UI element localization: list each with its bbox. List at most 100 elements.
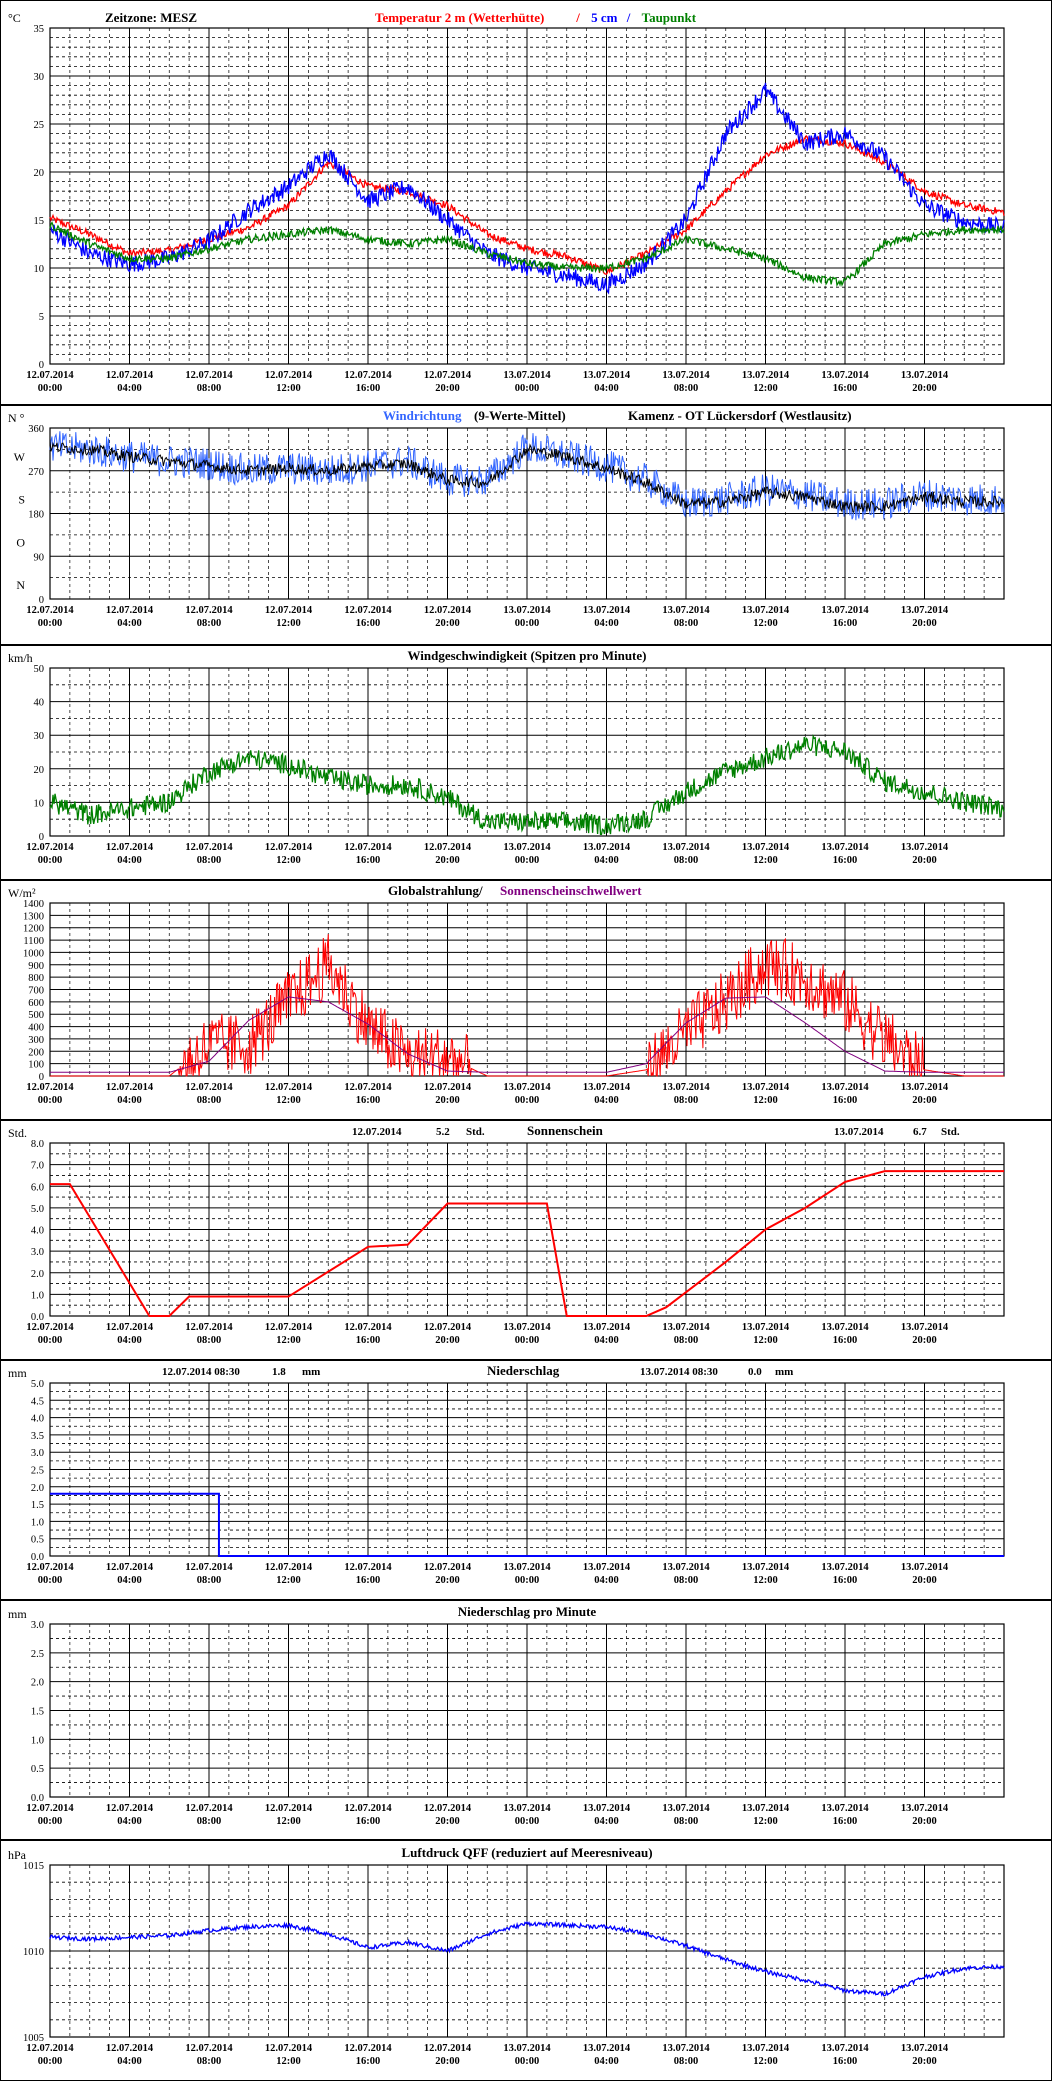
x-tick-date: 13.07.2014 — [583, 1562, 631, 1573]
x-tick-date: 13.07.2014 — [821, 1322, 869, 1333]
y-tick-label: 4.0 — [31, 1226, 44, 1237]
y-unit-label: km/h — [8, 651, 33, 665]
x-tick-time: 20:00 — [912, 618, 937, 629]
x-tick-time: 16:00 — [833, 1095, 858, 1106]
y-tick-label: 100 — [28, 1060, 44, 1071]
legend-entry: 13.07.2014 — [834, 1126, 884, 1138]
panel-precipitation: 0.0 0.5 1.0 1.5 2.0 2.5 3.0 3.5 4.0 4.5 5.0 mm 12.07… — [0, 1359, 1052, 1586]
x-tick-time: 20:00 — [435, 383, 460, 394]
legend-entry: 13.07.2014 08:30 — [640, 1366, 718, 1378]
y-tick-label: 1300 — [23, 911, 44, 922]
x-tick-time: 00:00 — [38, 1816, 63, 1827]
x-tick-date: 13.07.2014 — [742, 1562, 790, 1573]
x-tick-time: 04:00 — [594, 1335, 619, 1346]
y-tick-label: 1015 — [23, 1861, 44, 1872]
y-tick-label: 2.0 — [31, 1269, 44, 1280]
x-tick-date: 13.07.2014 — [821, 2043, 869, 2054]
y-tick-label: 4.5 — [31, 1396, 44, 1407]
x-tick-date: 12.07.2014 — [106, 605, 154, 616]
x-tick-time: 16:00 — [356, 1575, 381, 1586]
x-tick-time: 20:00 — [435, 1335, 460, 1346]
y-tick-label: 900 — [28, 961, 44, 972]
x-tick-date: 12.07.2014 — [185, 1322, 233, 1333]
x-tick-date: 13.07.2014 — [742, 1322, 790, 1333]
x-tick-date: 12.07.2014 — [344, 842, 392, 853]
x-tick-time: 16:00 — [833, 2056, 858, 2067]
x-tick-time: 04:00 — [594, 855, 619, 866]
y-tick-label: 1100 — [23, 936, 44, 947]
x-tick-date: 13.07.2014 — [583, 842, 631, 853]
x-tick-time: 00:00 — [515, 1335, 540, 1346]
y-tick-label: 180 — [28, 510, 44, 521]
x-tick-date: 13.07.2014 — [662, 842, 710, 853]
x-tick-time: 04:00 — [594, 1095, 619, 1106]
series-line-0 — [49, 431, 1005, 521]
x-tick-date: 13.07.2014 — [503, 842, 551, 853]
x-tick-time: 20:00 — [912, 1575, 937, 1586]
x-tick-time: 08:00 — [197, 618, 222, 629]
legend-entry: 0.0 — [748, 1366, 762, 1378]
y-tick-label: 2.0 — [31, 1678, 44, 1689]
x-tick-time: 16:00 — [833, 383, 858, 394]
y-tick-label: 1.0 — [31, 1517, 44, 1528]
x-tick-date: 12.07.2014 — [424, 370, 472, 381]
x-tick-time: 12:00 — [753, 1335, 778, 1346]
x-tick-time: 20:00 — [912, 1816, 937, 1827]
x-tick-date: 12.07.2014 — [26, 1562, 74, 1573]
x-tick-date: 12.07.2014 — [106, 1562, 154, 1573]
x-tick-time: 20:00 — [435, 1816, 460, 1827]
x-tick-time: 04:00 — [117, 1816, 142, 1827]
x-tick-time: 04:00 — [594, 383, 619, 394]
x-tick-time: 08:00 — [674, 1095, 699, 1106]
legend-entry: Temperatur 2 m (Wetterhütte) — [375, 10, 544, 25]
y-tick-label: 0.0 — [31, 1793, 44, 1804]
x-tick-date: 13.07.2014 — [503, 2043, 551, 2054]
x-tick-time: 00:00 — [515, 618, 540, 629]
y-unit-label: Std. — [8, 1126, 27, 1140]
x-tick-time: 16:00 — [833, 1816, 858, 1827]
x-tick-date: 12.07.2014 — [185, 605, 233, 616]
x-tick-date: 13.07.2014 — [583, 1803, 631, 1814]
x-tick-time: 04:00 — [117, 1575, 142, 1586]
y-tick-label: 35 — [34, 24, 45, 35]
y-tick-label: 50 — [34, 664, 45, 675]
x-tick-time: 16:00 — [833, 1575, 858, 1586]
x-tick-time: 00:00 — [38, 1575, 63, 1586]
x-tick-time: 20:00 — [912, 383, 937, 394]
x-tick-time: 12:00 — [753, 2056, 778, 2067]
x-tick-time: 00:00 — [38, 2056, 63, 2067]
legend-entry: / — [626, 10, 631, 25]
y-tick-label: 25 — [34, 120, 45, 131]
x-tick-date: 12.07.2014 — [344, 370, 392, 381]
legend-entry: 5 cm — [591, 10, 618, 25]
panel-wind-direction: 0 90 180 270 360 N O S W N ° 12.07.2014 00:00 12.07.… — [0, 404, 1052, 629]
x-tick-time: 04:00 — [594, 1816, 619, 1827]
x-tick-time: 00:00 — [38, 1335, 63, 1346]
panel-temperature: 0 5 10 15 20 25 30 35 °C 12.07.2014 00:00 12.07.201… — [8, 10, 1005, 394]
y-tick-label: 1005 — [23, 2033, 44, 2044]
x-tick-time: 12:00 — [276, 855, 301, 866]
series-line-0 — [50, 1492, 1004, 1557]
legend-entry: mm — [775, 1366, 793, 1378]
x-tick-time: 20:00 — [435, 855, 460, 866]
x-tick-date: 12.07.2014 — [344, 1803, 392, 1814]
y-tick-label: 6.0 — [31, 1182, 44, 1193]
x-tick-time: 20:00 — [435, 1095, 460, 1106]
legend-entry: / — [575, 10, 580, 25]
x-tick-date: 12.07.2014 — [424, 1322, 472, 1333]
y-tick-label: 4.0 — [31, 1414, 44, 1425]
x-tick-date: 13.07.2014 — [503, 370, 551, 381]
y-tick-label: 20 — [34, 168, 45, 179]
x-tick-date: 12.07.2014 — [424, 2043, 472, 2054]
x-tick-date: 13.07.2014 — [503, 1322, 551, 1333]
y-tick-label: 8.0 — [31, 1139, 44, 1150]
y-tick-label: 1.0 — [31, 1735, 44, 1746]
x-tick-date: 13.07.2014 — [742, 842, 790, 853]
x-tick-date: 12.07.2014 — [424, 1562, 472, 1573]
x-tick-date: 13.07.2014 — [583, 1082, 631, 1093]
x-tick-time: 00:00 — [38, 1095, 63, 1106]
legend-entry: Sonnenscheinschwellwert — [500, 883, 642, 898]
x-tick-time: 16:00 — [356, 1095, 381, 1106]
x-tick-date: 12.07.2014 — [26, 1322, 74, 1333]
